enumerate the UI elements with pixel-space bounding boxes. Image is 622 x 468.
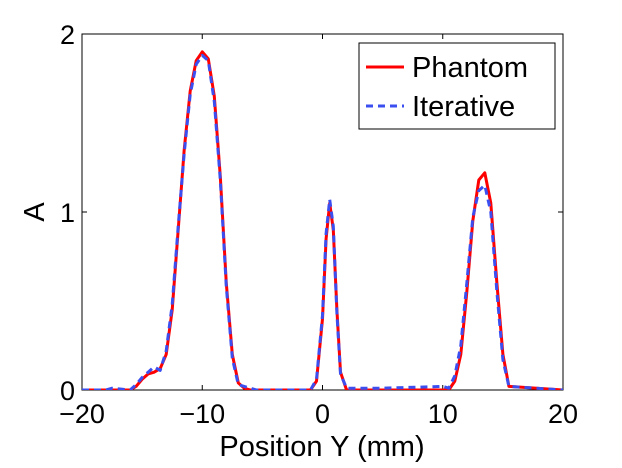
x-tick-label: 0 — [315, 399, 330, 429]
legend-label-iterative: Iterative — [412, 91, 515, 123]
legend-box — [358, 42, 556, 130]
x-tick-label: −10 — [179, 399, 225, 429]
y-tick-label: 2 — [60, 20, 75, 50]
series-line-iterative — [82, 53, 563, 390]
y-axis-label: A — [19, 202, 51, 222]
tick-labels-layer: −20 −10 0 10 20 0 1 2 — [59, 20, 578, 429]
x-axis-label: Position Y (mm) — [219, 431, 424, 463]
y-tick-label: 0 — [60, 376, 75, 406]
x-tick-label: 10 — [428, 399, 458, 429]
x-tick-label: 20 — [548, 399, 578, 429]
y-tick-label: 1 — [60, 198, 75, 228]
series-layer — [82, 50, 563, 390]
x-tick-label: −20 — [59, 399, 105, 429]
legend: Phantom Iterative — [358, 42, 556, 130]
legend-label-phantom: Phantom — [412, 52, 528, 84]
